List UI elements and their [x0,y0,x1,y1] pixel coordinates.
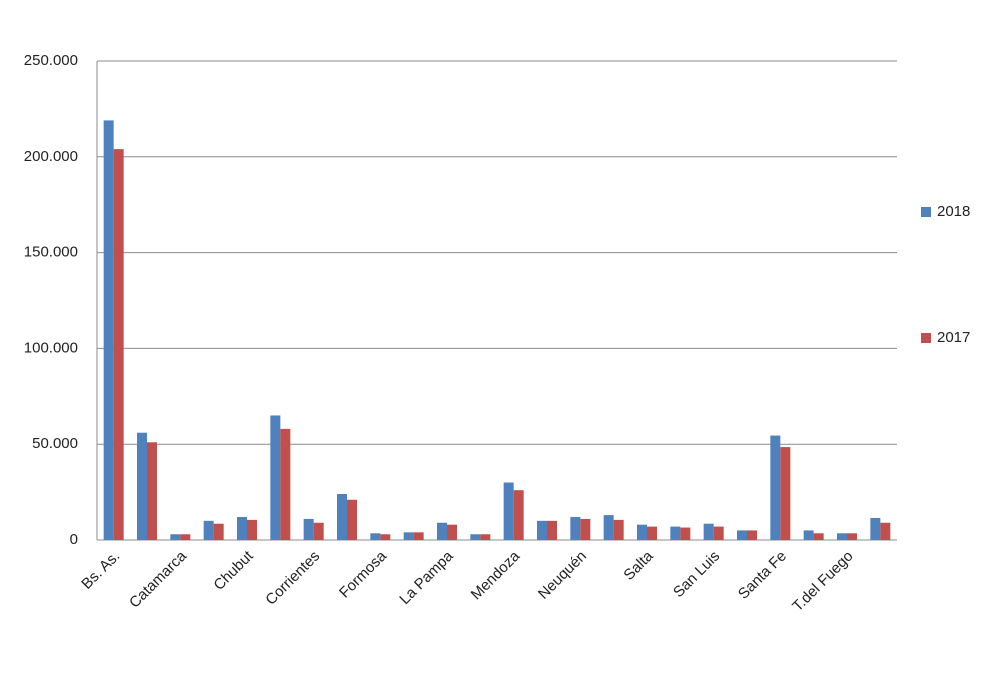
bar [803,530,814,540]
bar [570,517,581,540]
x-tick-label: Formosa [336,547,390,601]
bar [470,534,481,540]
bar [337,494,347,540]
x-tick-label: T.del Fuego [789,548,856,615]
bar [870,517,881,540]
bar [247,519,257,540]
bar [437,522,447,540]
bar [147,442,157,540]
bar [203,520,214,540]
bar [170,534,181,540]
bar [413,532,424,540]
bar [547,520,557,540]
legend-swatch [921,333,931,343]
bar [770,435,781,540]
y-tick-label: 250.000 [24,52,78,69]
x-tick-label: Corrientes [262,548,323,609]
y-tick-label: 150.000 [24,244,78,261]
x-tick-label: Santa Fe [735,548,790,603]
bar [480,534,491,540]
bar [347,499,357,540]
bar [613,519,624,540]
bar [537,520,547,540]
bar [780,447,791,540]
bar [713,526,724,540]
legend-label: 2017 [937,329,970,346]
bar [513,490,524,540]
bar [703,523,714,540]
bar [813,533,824,540]
bar [237,517,247,540]
x-tick-label: Neuquén [535,548,590,603]
bar [270,415,281,540]
bar [447,524,457,540]
x-tick-label: Mendoza [468,547,524,603]
bar [403,532,414,540]
bar [737,530,747,540]
y-tick-label: 200.000 [24,148,78,165]
bar [303,518,314,540]
bar [313,522,324,540]
x-tick-label: La Pampa [396,547,457,608]
bar [637,524,647,540]
bar [603,515,614,540]
x-tick-label: Catamarca [126,547,190,611]
bar [280,428,291,540]
legend-swatch [921,207,931,217]
legend-label: 2018 [937,203,970,220]
bar [103,120,114,541]
x-tick-label: Bs. As. [78,548,123,593]
bar [503,482,514,540]
bar [647,526,657,540]
bar [370,533,381,540]
bar [380,534,391,540]
bar [847,533,857,540]
y-tick-label: 0 [70,531,78,548]
bar [180,534,191,540]
bar [213,523,224,540]
bar [880,522,891,540]
bar [580,518,591,540]
x-tick-label: San Luis [670,548,723,601]
bar [670,526,681,540]
bar [747,530,757,540]
x-tick-label: Salta [620,547,657,584]
bar [137,432,147,540]
y-tick-label: 100.000 [24,339,78,356]
bar [680,527,691,540]
y-tick-label: 50.000 [32,435,78,452]
x-tick-label: Chubut [210,547,257,594]
bar [113,149,124,541]
bar [837,533,847,540]
